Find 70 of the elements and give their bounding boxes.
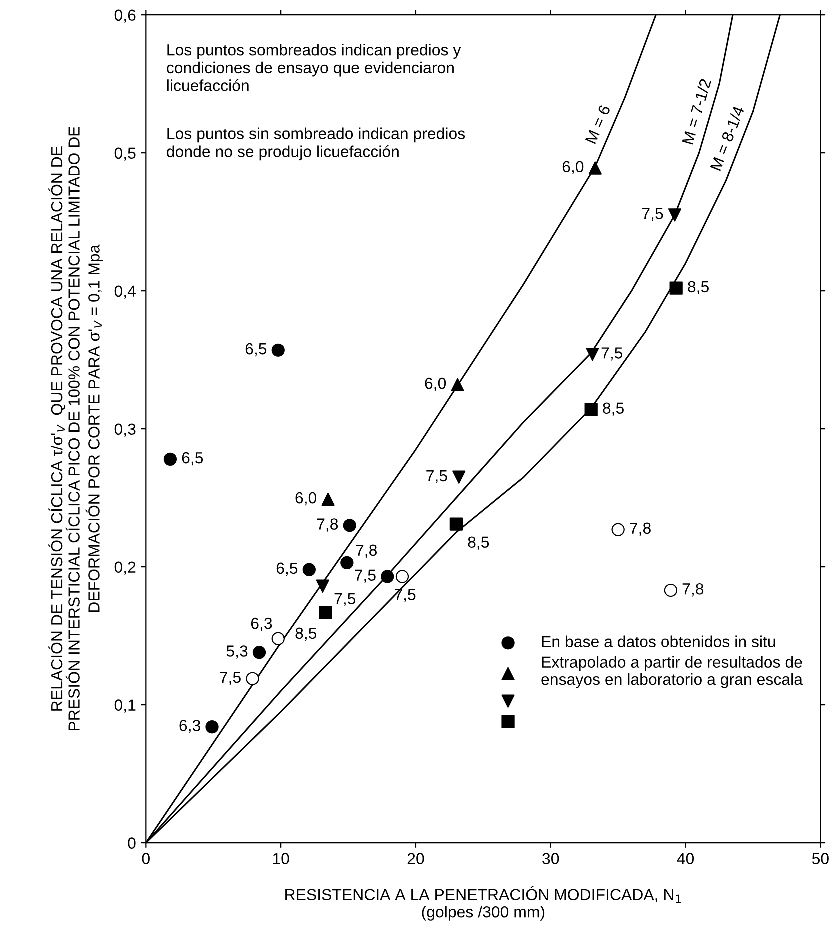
y-tick-label: 0: [128, 838, 136, 849]
annotation: 6,5: [182, 452, 204, 466]
annotation: 7,5: [355, 570, 376, 583]
y-tick-label: 0,5: [114, 148, 136, 161]
y-tick-label: 0,1: [114, 700, 136, 713]
text: M = 6: [585, 104, 611, 144]
point: [206, 720, 219, 734]
annotation: 6,0: [562, 161, 584, 174]
annotation: 7,5: [394, 589, 416, 602]
annotation: 6,5: [276, 562, 298, 576]
annotation: 7,8: [317, 518, 338, 532]
point: [396, 570, 410, 584]
point: [451, 378, 464, 392]
point: [319, 606, 332, 620]
y-axis-title: RELACIÓN DE TENSIÓN CÍCLICA τ/σ'$_{V}$ QUE PROVOCA UNA RELACIÓN DE PRESIÓN INTERSTICIAL CÍCLICA PICO DE 100% CON POTENCIAL LIMITADO DE DEFORMACIÓN POR CORTE PARA σ'$_{V}$ = 0,1 Mpa: [48, 126, 104, 731]
annotation: 8,5: [468, 536, 490, 550]
annotation: 8,5: [603, 402, 624, 416]
point: [322, 492, 335, 506]
annotation: 7,8: [630, 522, 651, 536]
annotation: 6,0: [425, 378, 446, 392]
annotation: 7,5: [220, 672, 241, 686]
annotation: 5,3: [226, 646, 248, 659]
y-tick-label: 0,2: [114, 562, 136, 575]
annotation: 7,5: [426, 470, 448, 484]
point: [252, 646, 266, 660]
text: M = 7-1/2: [682, 78, 712, 145]
y-tick-label: 0,6: [114, 10, 136, 23]
point: [302, 563, 316, 576]
x-tick-label: 30: [542, 853, 560, 864]
point: [586, 348, 600, 362]
x-tick-label: 10: [273, 853, 290, 864]
x-tick-label: 50: [812, 853, 829, 864]
point: [272, 632, 285, 646]
annotation: 6,3: [180, 720, 200, 734]
point: [246, 672, 260, 686]
x-tick-label: 20: [408, 853, 424, 864]
point: [343, 519, 356, 532]
point: [670, 282, 683, 295]
point: [450, 518, 464, 531]
annotation: 7,5: [602, 348, 623, 361]
point: [452, 470, 466, 484]
annotation: Los puntos sin sombreado indican predios donde no se produjo licuefacción: [167, 128, 466, 161]
legend-label: En base a datos obtenidos in situ: [542, 636, 776, 648]
x-tick-label: 0: [142, 853, 150, 864]
point: [381, 570, 394, 584]
point: [584, 403, 598, 416]
point: [316, 580, 330, 593]
legend-label: Extrapolado a partir de resultados de ensayos en laboratorio a gran escala: [542, 656, 803, 688]
y-tick-label: 0,3: [114, 424, 136, 437]
annotation: 8,5: [688, 281, 709, 294]
annotation: 7,8: [682, 583, 704, 597]
annotation: 6,0: [296, 492, 317, 506]
point: [612, 523, 625, 536]
text: M = 8-1/4: [710, 105, 745, 172]
annotation: 8,5: [296, 628, 317, 641]
y-tick-label: 0,4: [114, 286, 136, 299]
text: RESISTENCIA A LA PENETRACIÓN MODIFICADA, N$_{1}$ (golpes /300 mm): [286, 886, 681, 921]
x-tick-label: 40: [677, 853, 694, 864]
point: [272, 344, 285, 357]
annotation: 7,5: [642, 208, 664, 222]
point: [588, 162, 602, 175]
annotation: 7,5: [334, 593, 356, 606]
annotation: 7,8: [356, 544, 378, 558]
point: [340, 556, 354, 570]
point: [164, 452, 178, 466]
annotation: 6,3: [251, 618, 272, 632]
annotation: Los puntos sombreados indican predios y condiciones de ensayo que evidenciaron licuefacción: [167, 44, 462, 92]
point: [664, 584, 678, 598]
annotation: 6,5: [246, 343, 267, 357]
point: [668, 208, 682, 222]
